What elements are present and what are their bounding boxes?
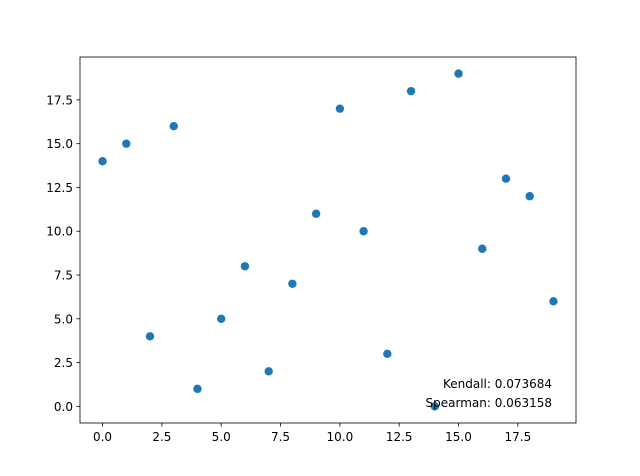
scatter-point (288, 279, 297, 288)
scatter-point (454, 69, 463, 78)
x-tick-label: 2.5 (152, 430, 171, 444)
scatter-point (98, 156, 107, 166)
kendall-annotation: Kendall: 0.073684 (443, 377, 552, 391)
x-tick-label: 10.0 (327, 430, 354, 444)
scatter-point (359, 227, 368, 236)
scatter-point (430, 402, 439, 411)
scatter-point (217, 314, 226, 324)
x-tick-label: 5.0 (212, 430, 231, 444)
scatter-point (525, 192, 534, 201)
scatter-point (122, 139, 131, 148)
scatter-point (145, 332, 155, 341)
scatter-point (264, 367, 273, 376)
y-tick-label: 5.0 (54, 312, 73, 326)
scatter-point (501, 174, 511, 183)
y-tick-label: 10.0 (46, 225, 73, 239)
scatter-point (311, 209, 321, 218)
y-tick-label: 15.0 (46, 137, 73, 151)
y-tick-label: 12.5 (46, 181, 73, 195)
scatter-point (240, 262, 250, 271)
x-tick-label: 7.5 (271, 430, 290, 444)
x-tick-label: 17.5 (504, 430, 531, 444)
y-axis: 0.0 2.5 5.0 7.5 10.0 12.5 15.0 17.5 (46, 93, 80, 414)
x-axis: 0.0 2.5 5.0 7.5 10.0 12.5 15.0 17.5 (93, 423, 531, 444)
scatter-point (406, 86, 416, 96)
spearman-annotation: Spearman: 0.063158 (426, 396, 552, 410)
y-tick-label: 17.5 (46, 93, 73, 107)
y-tick-label: 7.5 (54, 269, 73, 283)
scatter-point (193, 384, 202, 394)
x-tick-label: 0.0 (93, 430, 112, 444)
x-tick-label: 15.0 (445, 430, 472, 444)
scatter-point (478, 244, 487, 253)
y-tick-label: 2.5 (54, 356, 73, 370)
x-tick-label: 12.5 (386, 430, 413, 444)
scatter-point (549, 297, 558, 306)
y-tick-label: 0.0 (54, 400, 73, 414)
scatter-point (335, 104, 345, 113)
scatter-points (98, 69, 558, 411)
scatter-point (383, 349, 392, 359)
axes-frame (79, 56, 577, 424)
scatter-point (169, 121, 178, 131)
